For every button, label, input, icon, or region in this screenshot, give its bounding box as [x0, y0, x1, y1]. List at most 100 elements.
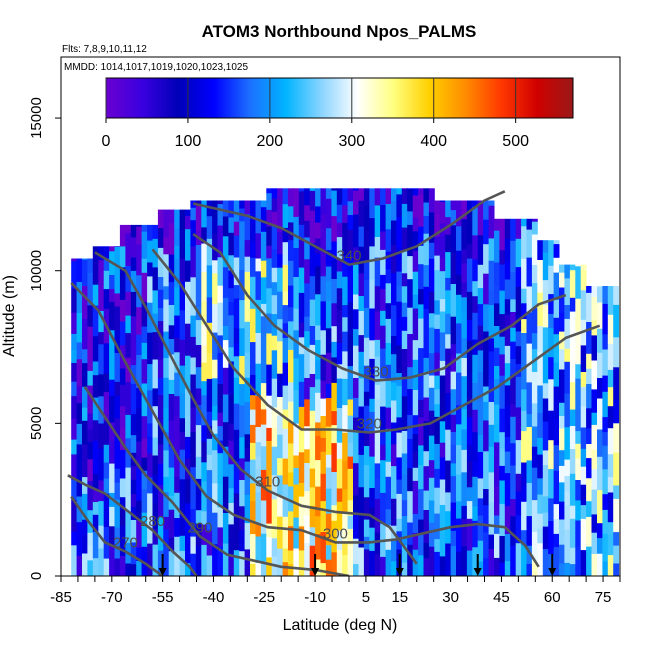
heatmap-cell — [526, 563, 533, 576]
heatmap-cell — [255, 395, 262, 427]
heatmap-cell — [152, 359, 159, 389]
heatmap-cell — [147, 240, 153, 263]
heatmap-cell — [250, 409, 256, 425]
heatmap-cell — [168, 379, 175, 394]
heatmap-cell — [87, 509, 94, 533]
heatmap-cell — [233, 328, 240, 344]
heatmap-cell — [559, 519, 565, 545]
heatmap-cell — [537, 384, 544, 413]
heatmap-cell — [179, 229, 186, 259]
heatmap-cell — [591, 360, 598, 390]
heatmap-cell — [168, 445, 175, 468]
heatmap-cell — [342, 432, 349, 461]
heatmap-cell — [277, 415, 283, 435]
heatmap-cell — [569, 518, 576, 548]
heatmap-cell — [396, 193, 403, 218]
heatmap-cell — [212, 272, 218, 305]
heatmap-cell — [613, 422, 620, 453]
heatmap-cell — [103, 391, 110, 421]
heatmap-cell — [591, 513, 598, 533]
heatmap-cell — [233, 549, 240, 576]
heatmap-cell — [98, 448, 105, 481]
heatmap-cell — [119, 525, 126, 556]
heatmap-cell — [521, 462, 527, 487]
heatmap-cell — [185, 309, 191, 324]
heatmap-cell — [168, 354, 175, 380]
sounding-arrows — [158, 554, 557, 576]
heatmap-cell — [510, 403, 517, 417]
heatmap-cell — [136, 500, 143, 521]
heatmap-cell — [526, 229, 533, 258]
heatmap-cell — [353, 246, 359, 265]
heatmap-cell — [542, 327, 549, 355]
heatmap-cell — [190, 553, 197, 576]
heatmap-cell — [531, 426, 538, 447]
heatmap-cell — [125, 291, 132, 316]
heatmap-cell — [391, 188, 397, 202]
heatmap-cell — [179, 417, 186, 433]
heatmap-cell — [174, 337, 181, 353]
heatmap-cell — [607, 554, 614, 576]
heatmap-cell — [477, 264, 484, 289]
heatmap-cell — [385, 380, 392, 408]
heatmap-cell — [228, 554, 235, 576]
heatmap-cell — [385, 524, 392, 550]
heatmap-cell — [418, 347, 424, 369]
heatmap-cell — [391, 465, 397, 499]
heatmap-cell — [342, 512, 349, 542]
heatmap-cell — [114, 468, 121, 483]
heatmap-cell — [103, 257, 110, 271]
heatmap-cell — [353, 345, 359, 378]
heatmap-cell — [288, 221, 294, 241]
heatmap-cell — [586, 516, 592, 547]
heatmap-cell — [434, 314, 441, 329]
heatmap-cell — [472, 505, 479, 521]
heatmap-cell — [423, 233, 430, 266]
heatmap-cell — [494, 347, 500, 366]
heatmap-cell — [353, 377, 359, 398]
heatmap-cell — [288, 510, 294, 527]
heatmap-cell — [423, 264, 430, 287]
heatmap-cell — [331, 325, 338, 342]
heatmap-cell — [315, 378, 321, 393]
heatmap-cell — [602, 533, 609, 562]
heatmap-cell — [434, 551, 441, 576]
heatmap-cell — [92, 488, 99, 502]
heatmap-cell — [250, 500, 256, 535]
heatmap-cell — [374, 236, 381, 258]
heatmap-cell — [76, 385, 83, 404]
theta-contour-290 — [83, 385, 350, 576]
heatmap-cell — [87, 441, 94, 460]
heatmap-cell — [385, 268, 392, 284]
heatmap-cell — [477, 451, 484, 479]
heatmap-cell — [488, 446, 495, 473]
heatmap-cell — [119, 368, 126, 385]
heatmap-cell — [331, 551, 338, 576]
heatmap-cell — [564, 348, 571, 362]
heatmap-cell — [483, 243, 489, 274]
heatmap-cell — [331, 241, 338, 260]
heatmap-cell — [445, 367, 452, 393]
heatmap-cell — [504, 472, 511, 506]
heatmap-cell — [217, 334, 224, 353]
heatmap-cell — [98, 246, 105, 261]
heatmap-cell — [92, 531, 99, 559]
heatmap-cell — [347, 399, 354, 416]
heatmap-cell — [190, 492, 197, 510]
heatmap-cell — [580, 264, 587, 271]
heatmap-cell — [87, 385, 94, 414]
heatmap-cell — [82, 362, 88, 387]
heatmap-cell — [271, 498, 278, 525]
heatmap-cell — [434, 388, 441, 405]
heatmap-cell — [190, 407, 197, 432]
heatmap-cell — [504, 238, 511, 262]
heatmap-cell — [494, 404, 500, 425]
heatmap-cell — [423, 450, 430, 467]
heatmap-cell — [531, 371, 538, 404]
heatmap-cell — [347, 333, 354, 367]
heatmap-cell — [119, 405, 126, 428]
x-axis: -85 -70 -55 -40 -25 -10 5 15 30 45 60 75 — [50, 576, 621, 606]
heatmap-cell — [71, 260, 78, 289]
heatmap-cell — [347, 252, 354, 286]
heatmap-cell — [288, 260, 294, 286]
